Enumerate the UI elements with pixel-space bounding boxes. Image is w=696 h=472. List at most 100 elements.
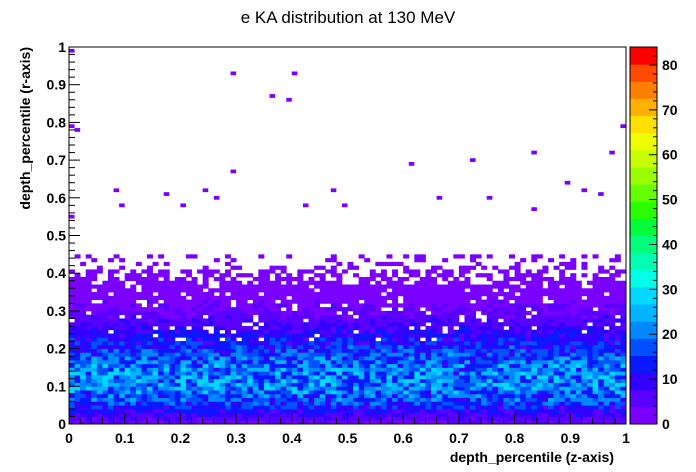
heatmap-cell [425,374,432,380]
heatmap-cell [614,374,621,380]
heatmap-cell [152,288,159,293]
heatmap-cell [208,382,215,387]
heatmap-cell [481,344,488,349]
heatmap-cell [375,359,382,365]
heatmap-cell [91,378,98,383]
heatmap-cell [464,329,471,334]
heatmap-cell [531,258,538,263]
heatmap-cell [341,307,348,312]
heatmap-cell [447,390,454,395]
x-tick-label: 0.1 [115,430,135,446]
heatmap-cell [185,378,192,383]
heatmap-cell [548,382,554,387]
heatmap-cell [380,314,387,319]
heatmap-cell [559,363,566,368]
heatmap-cell [464,299,471,304]
heatmap-cell [431,416,438,421]
heatmap-cell [347,307,354,312]
heatmap-cell [453,390,460,395]
heatmap-cell [197,337,204,342]
heatmap-cell [230,71,237,76]
heatmap-cell [197,374,204,380]
heatmap-cell [252,371,259,376]
heatmap-cell [403,333,410,338]
heatmap-cell [575,393,582,399]
heatmap-cell [353,303,360,308]
heatmap-cell [531,150,537,155]
heatmap-cell [564,371,571,376]
heatmap-cell [431,310,438,316]
heatmap-cell [275,280,282,285]
heatmap-cell [431,412,438,417]
heatmap-cell [525,412,532,417]
heatmap-cell [470,397,477,402]
palette-swatch [630,98,657,117]
heatmap-cell [380,356,387,361]
heatmap-cell [85,386,92,391]
heatmap-cell [548,412,554,417]
heatmap-cell [492,344,499,349]
heatmap-cell [503,416,510,421]
heatmap-cell [135,374,142,380]
heatmap-cell [158,405,165,410]
heatmap-cell [202,299,209,304]
heatmap-cell [353,397,360,402]
heatmap-cell [291,71,298,76]
heatmap-cell [308,359,315,365]
heatmap-cell [598,374,605,380]
heatmap-cell [130,359,137,365]
heatmap-cell [258,314,265,319]
heatmap-cell [447,284,454,289]
heatmap-cell [587,393,593,399]
heatmap-cell [531,401,538,406]
heatmap-cell [102,348,109,353]
heatmap-cell [564,341,571,346]
heatmap-cell [475,299,482,304]
heatmap-cell [453,276,460,282]
heatmap-cell [503,329,510,334]
heatmap-cell [258,299,265,304]
heatmap-cell [208,390,215,395]
heatmap-cell [470,408,477,414]
heatmap-cell [609,307,616,312]
heatmap-cell [559,261,566,267]
heatmap-cell [252,329,259,334]
heatmap-cell [286,363,293,368]
heatmap-cell [397,314,404,319]
heatmap-cell [247,390,254,395]
heatmap-cell [570,299,577,304]
heatmap-cell [174,284,181,289]
heatmap-cell [191,310,198,316]
heatmap-cell [330,303,337,308]
heatmap-cell [236,325,243,331]
heatmap-cell [230,348,237,353]
heatmap-cell [102,288,109,293]
heatmap-cell [542,314,549,319]
heatmap-cell [280,390,287,395]
heatmap-cell [297,333,304,338]
heatmap-cell [325,416,332,421]
heatmap-cell [364,352,371,357]
heatmap-cell [542,393,549,399]
heatmap-cell [336,292,343,297]
heatmap-cell [297,393,304,399]
heatmap-cell [570,273,577,278]
heatmap-cell [598,284,605,289]
heatmap-cell [486,310,493,316]
heatmap-cell [113,310,120,316]
heatmap-cell [442,416,449,421]
heatmap-cell [96,382,103,387]
palette-tick-label: 50 [662,192,678,208]
heatmap-cell [302,203,309,208]
heatmap-cell [509,284,515,289]
heatmap-cell [74,359,81,365]
heatmap-cell [124,295,131,300]
heatmap-cell [102,405,109,410]
heatmap-cell [69,322,75,327]
heatmap-cell [135,329,142,334]
heatmap-cell [291,348,298,353]
heatmap-cell [275,367,282,372]
heatmap-cell [314,408,321,414]
heatmap-cell [163,303,170,308]
heatmap-cell [375,322,382,327]
